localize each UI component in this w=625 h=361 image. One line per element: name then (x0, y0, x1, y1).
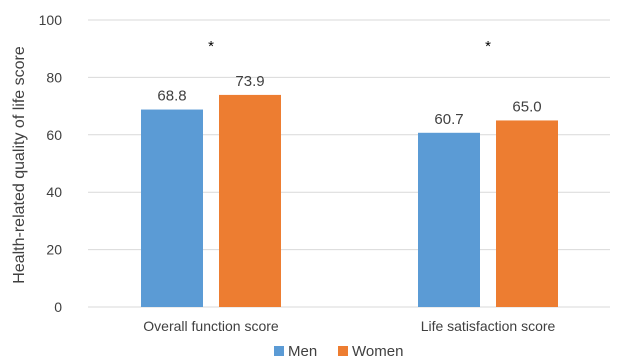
category-label: Overall function score (143, 318, 279, 334)
y-axis-label: Health-related quality of life score (11, 46, 28, 284)
y-tick-label: 60 (46, 127, 62, 143)
category-label: Life satisfaction score (421, 318, 556, 334)
data-label: 65.0 (512, 98, 541, 115)
bar-men-1 (418, 132, 480, 307)
data-labels: 68.8 73.9 60.7 65.0 (157, 73, 541, 128)
bars (141, 94, 558, 307)
y-axis-ticks: 0 20 40 60 80 100 (39, 12, 63, 315)
significance-asterisk: * (208, 38, 214, 55)
y-tick-label: 0 (54, 299, 62, 315)
data-label: 60.7 (434, 111, 463, 128)
legend-label-men: Men (288, 343, 317, 360)
y-tick-label: 40 (46, 184, 62, 200)
bar-women-0 (219, 94, 281, 307)
x-axis-categories: Overall function score Life satisfaction … (143, 318, 555, 334)
data-label: 68.8 (157, 88, 186, 105)
data-label: 73.9 (235, 73, 264, 90)
bar-women-1 (496, 120, 558, 307)
legend-swatch-women (338, 346, 348, 356)
bar-men-0 (141, 109, 203, 307)
significance-asterisk: * (485, 38, 491, 55)
y-tick-label: 20 (46, 242, 62, 258)
y-tick-label: 100 (39, 12, 63, 28)
significance-markers: * * (208, 38, 491, 55)
legend: Men Women (274, 343, 403, 360)
y-tick-label: 80 (46, 69, 62, 85)
legend-swatch-men (274, 346, 284, 356)
legend-label-women: Women (352, 343, 403, 360)
